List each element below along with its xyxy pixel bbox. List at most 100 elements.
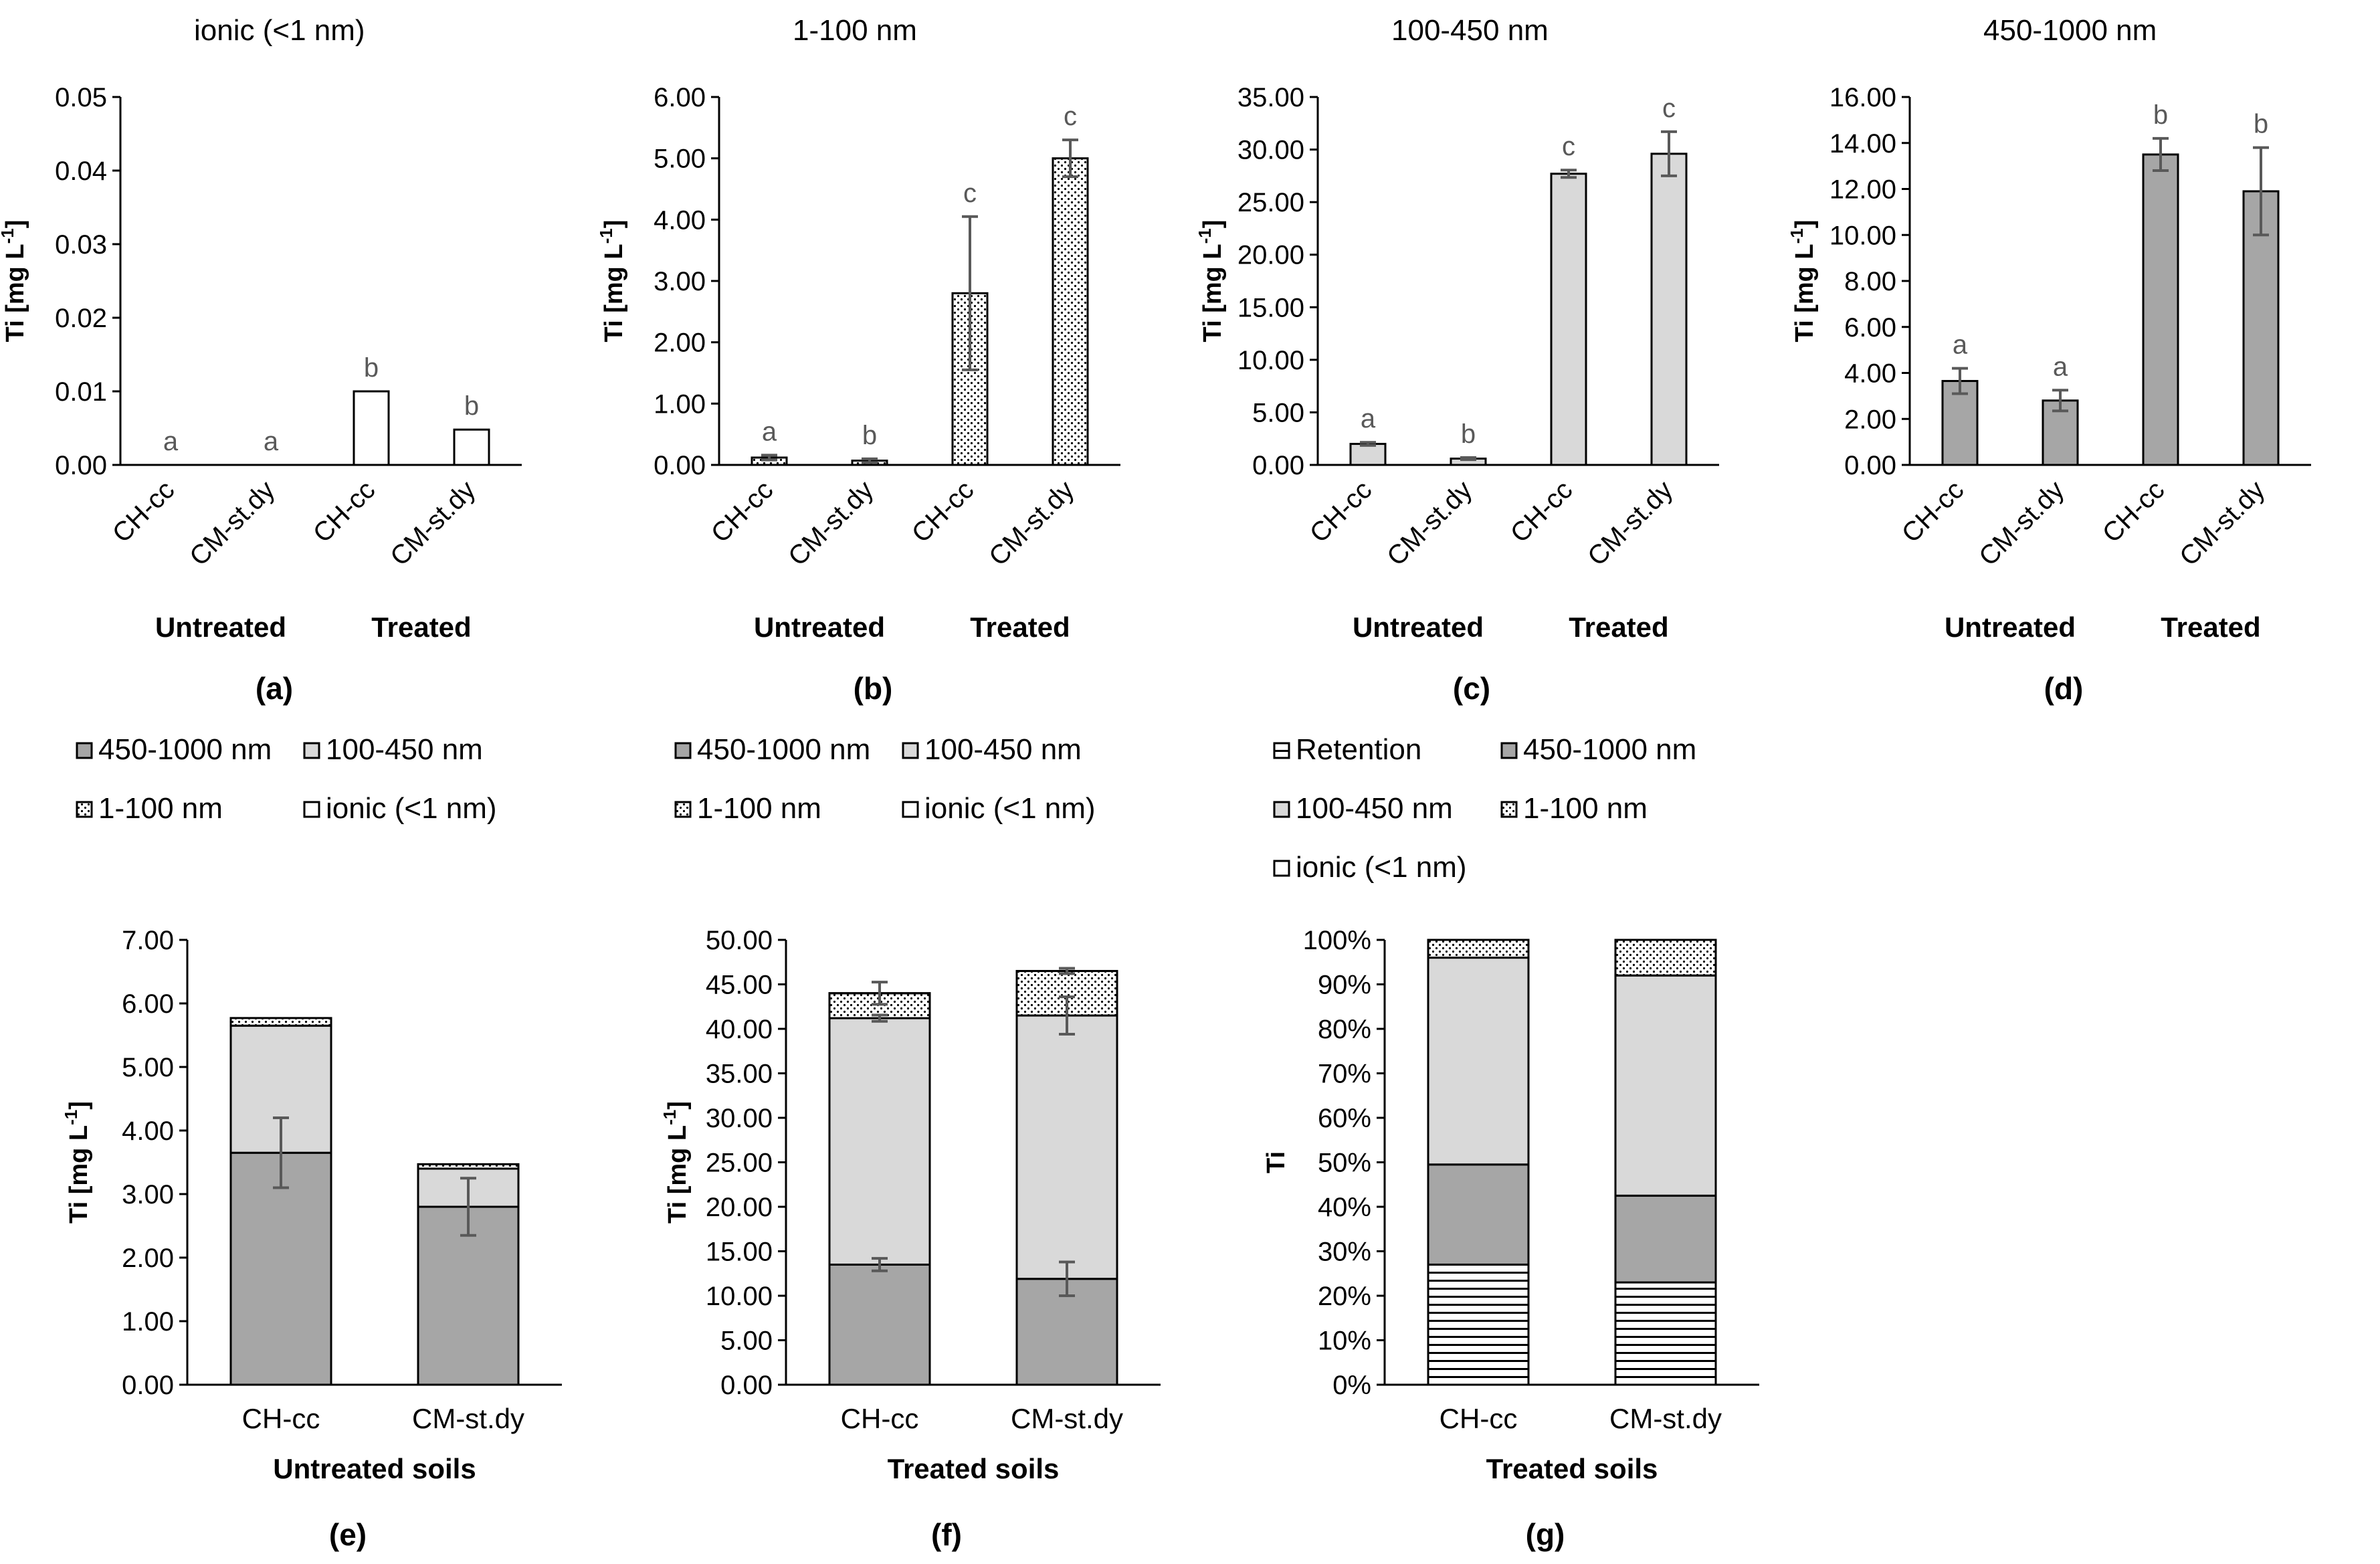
group-label-d-1: Treated: [2161, 611, 2260, 643]
y-tick-label-b: 2.00: [654, 328, 706, 358]
bar-c-2: [1550, 173, 1587, 466]
x-tick-label-g-1: CM-st.dy: [1609, 1403, 1722, 1434]
y-axis-label-e: Ti [mg L-1]: [61, 1101, 93, 1224]
legend-label-f-1: 100-450 nm: [924, 733, 1082, 766]
chart-panel-d: 450-1000 nm Ti [mg L-1] 0.00 2.00 4.00 6.00 8.…: [1787, 14, 2311, 706]
y-tick-label-f: 40.00: [706, 1015, 773, 1044]
y-tick-label-f: 5.00: [720, 1327, 773, 1356]
y-tick-label-e: 5.00: [122, 1053, 174, 1082]
significance-letter-d-0: a: [1953, 330, 1968, 360]
legend-swatch-e-0: [76, 742, 93, 759]
chart-panel-g: Retention 450-1000 nm 100-450 nm 1-100 nm io…: [1262, 733, 1759, 1552]
y-tick-label-c: 20.00: [1237, 241, 1304, 270]
x-tick-label-b-2: CH-cc: [906, 475, 980, 549]
y-tick-label-a: 0.02: [55, 304, 107, 333]
chart-title-c: 100-450 nm: [1391, 14, 1549, 47]
y-tick-label-c: 15.00: [1237, 293, 1304, 322]
y-tick-label-g: 50%: [1318, 1149, 1371, 1178]
y-tick-label-b: 5.00: [654, 144, 706, 174]
legend-swatch-g-1: [1500, 742, 1518, 759]
y-tick-label-c: 0.00: [1252, 451, 1304, 480]
y-tick-label-g: 30%: [1318, 1238, 1371, 1267]
y-tick-label-g: 60%: [1318, 1104, 1371, 1133]
x-tick-label-b-0: CH-cc: [706, 475, 779, 549]
y-tick-label-a: 0.05: [55, 83, 107, 112]
y-tick-label-g: 100%: [1303, 926, 1371, 955]
panel-label-b: (b): [854, 671, 893, 706]
bar-a-2: [353, 390, 390, 466]
y-tick-label-d: 12.00: [1829, 175, 1896, 205]
group-label-b-0: Untreated: [754, 611, 885, 643]
panel-label-e: (e): [329, 1517, 367, 1552]
group-label-a-0: Untreated: [155, 611, 286, 643]
y-tick-label-a: 0.01: [55, 377, 107, 407]
y-tick-label-b: 6.00: [654, 83, 706, 112]
bar-segment-g-1-3: [1614, 939, 1717, 977]
y-tick-label-d: 14.00: [1829, 129, 1896, 159]
legend-label-e-1: 100-450 nm: [326, 733, 483, 766]
y-tick-label-g: 0%: [1332, 1371, 1371, 1400]
y-tick-label-f: 0.00: [720, 1371, 773, 1400]
significance-letter-b-3: c: [1064, 102, 1077, 131]
y-tick-label-b: 0.00: [654, 451, 706, 480]
y-tick-label-b: 1.00: [654, 389, 706, 419]
group-label-d-0: Untreated: [1945, 611, 2076, 643]
significance-letter-a-1: a: [264, 427, 279, 456]
y-tick-label-f: 50.00: [706, 926, 773, 955]
bar-segment-g-1-2: [1614, 974, 1717, 1197]
significance-letter-a-3: b: [464, 391, 479, 421]
panel-label-d: (d): [2044, 671, 2084, 706]
group-label-c-0: Untreated: [1353, 611, 1484, 643]
bar-segment-e-0-2: [229, 1017, 332, 1027]
bar-b-3: [1052, 157, 1089, 466]
chart-panel-f: 450-1000 nm 100-450 nm 1-100 nm ionic (<1 n…: [660, 733, 1161, 1552]
legend-swatch-g-4: [1273, 860, 1290, 877]
y-tick-label-b: 4.00: [654, 205, 706, 235]
y-axis-label-a: Ti [mg L-1]: [0, 220, 29, 343]
significance-letter-c-0: a: [1361, 404, 1376, 433]
bar-c-0: [1349, 443, 1387, 466]
y-tick-label-c: 10.00: [1237, 346, 1304, 375]
x-tick-label-c-3: CM-st.dy: [1582, 475, 1678, 571]
x-tick-label-e-1: CM-st.dy: [412, 1403, 524, 1434]
y-tick-label-e: 2.00: [122, 1244, 174, 1273]
significance-letter-a-0: a: [163, 427, 179, 456]
x-tick-label-c-2: CH-cc: [1505, 475, 1579, 549]
bar-segment-f-1-1: [1015, 1014, 1118, 1280]
y-tick-label-e: 3.00: [122, 1180, 174, 1209]
y-tick-label-d: 8.00: [1844, 267, 1896, 296]
significance-letter-c-3: c: [1662, 94, 1676, 123]
y-tick-label-e: 4.00: [122, 1116, 174, 1146]
y-tick-label-c: 5.00: [1252, 398, 1304, 427]
significance-letter-b-2: c: [963, 179, 977, 208]
y-tick-label-f: 25.00: [706, 1149, 773, 1178]
y-tick-label-e: 1.00: [122, 1307, 174, 1337]
x-tick-label-b-3: CM-st.dy: [983, 475, 1080, 571]
legend-swatch-g-3: [1500, 801, 1518, 818]
bar-segment-g-1-1: [1614, 1194, 1717, 1284]
legend-swatch-e-3: [303, 801, 320, 818]
legend-swatch-f-2: [674, 801, 692, 818]
x-tick-label-a-3: CM-st.dy: [385, 475, 481, 571]
x-tick-label-a-0: CH-cc: [107, 475, 181, 549]
y-tick-label-e: 6.00: [122, 989, 174, 1019]
legend-swatch-g-0: [1273, 742, 1290, 759]
y-tick-label-f: 20.00: [706, 1193, 773, 1222]
y-tick-label-g: 90%: [1318, 971, 1371, 1000]
bar-segment-f-0-1: [828, 1017, 931, 1266]
y-axis-label-b: Ti [mg L-1]: [596, 220, 628, 343]
panel-label-f: (f): [931, 1517, 962, 1552]
y-tick-label-g: 10%: [1318, 1327, 1371, 1356]
bar-segment-g-0-1: [1427, 1163, 1530, 1266]
legend-label-g-2: 100-450 nm: [1296, 792, 1453, 825]
y-tick-label-f: 30.00: [706, 1104, 773, 1133]
chart-title-d: 450-1000 nm: [1983, 14, 2157, 47]
y-tick-label-g: 70%: [1318, 1060, 1371, 1089]
group-label-c-1: Treated: [1569, 611, 1668, 643]
legend-label-f-0: 450-1000 nm: [697, 733, 870, 766]
panel-label-c: (c): [1453, 671, 1490, 706]
legend-swatch-f-0: [674, 742, 692, 759]
panel-label-a: (a): [256, 671, 293, 706]
y-tick-label-d: 4.00: [1844, 359, 1896, 389]
